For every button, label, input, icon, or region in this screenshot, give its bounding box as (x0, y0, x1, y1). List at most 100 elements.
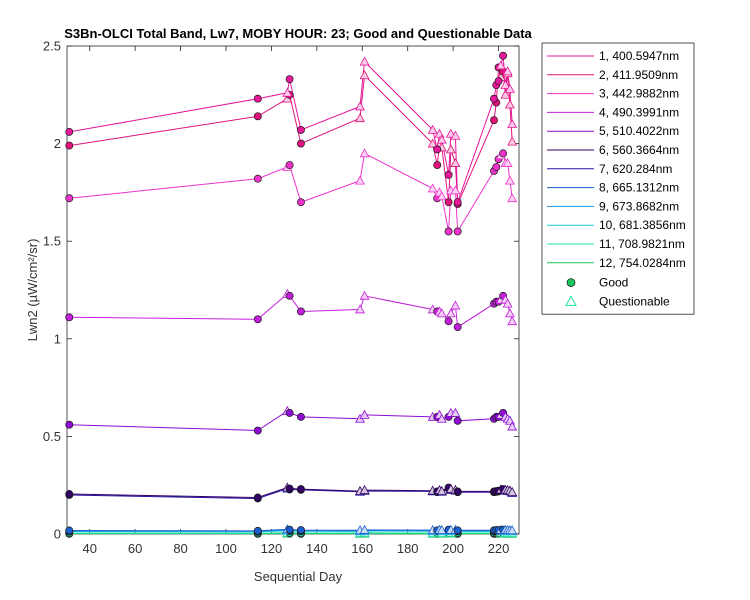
good-point (65, 194, 74, 203)
legend-box (541, 42, 695, 315)
good-point (494, 77, 503, 86)
good-point (253, 112, 262, 121)
legend: 1, 400.5947nm 2, 411.9509nm 3, 442.9882nm 4… (541, 42, 695, 315)
questionable-point (359, 524, 370, 534)
questionable-point (427, 138, 438, 148)
good-point (490, 94, 498, 103)
questionable-point (500, 89, 511, 99)
questionable-point (445, 144, 456, 154)
good-point (285, 525, 294, 534)
legend-marker-label: Good (599, 276, 628, 290)
questionable-point (436, 308, 447, 318)
questionable-point (507, 525, 518, 535)
good-point (253, 426, 262, 435)
x-axis-label: Sequential Day (254, 569, 343, 584)
legend-entry-label: 5, 510.4022nm (599, 124, 679, 138)
good-point (444, 198, 453, 207)
x-tick-label: 140 (306, 541, 328, 556)
questionable-point (359, 56, 370, 66)
plot-area: 40 60 80 100 120 140 160 180 200 220 0 0.5 1 1.5 2 2.5 (43, 39, 520, 556)
questionable-point (507, 316, 518, 326)
legend-entry-label: 12, 754.0284nm (599, 256, 686, 270)
questionable-point (507, 118, 518, 128)
legend-marker-label: Questionable (599, 294, 670, 308)
y-axis-label: Lwn2 (µW/cm²/sr) (25, 239, 40, 342)
questionable-point (500, 79, 511, 89)
x-tick-label: 120 (261, 541, 283, 556)
good-point (65, 420, 74, 429)
questionable-point (436, 485, 447, 495)
x-tick-label: 160 (351, 541, 373, 556)
questionable-point (504, 308, 515, 318)
good-point (444, 170, 453, 179)
questionable-point (495, 60, 506, 70)
legend-entry-label: 3, 442.9882nm (599, 87, 679, 101)
y-tick-label: 2 (54, 136, 61, 151)
questionable-point (427, 124, 438, 134)
good-point (296, 125, 305, 134)
x-tick-label: 80 (173, 541, 187, 556)
y-tick-label: 0 (54, 527, 61, 542)
questionable-point (502, 66, 513, 76)
plot-frame (66, 45, 520, 535)
questionable-point (502, 157, 513, 167)
good-point (296, 412, 305, 421)
good-point (285, 291, 294, 300)
questionable-point (504, 175, 515, 185)
questionable-point (450, 185, 461, 195)
questionable-point (436, 413, 447, 423)
y-tick-label: 2.5 (43, 39, 61, 54)
x-tick-label: 180 (397, 541, 419, 556)
good-point (499, 51, 508, 60)
good-point (65, 141, 74, 150)
good-point (444, 317, 453, 326)
questionable-point (355, 113, 365, 123)
good-point (296, 198, 305, 207)
questionable-point (450, 407, 461, 417)
x-tick-label: 200 (442, 541, 464, 556)
good-point (296, 485, 305, 494)
x-tick-label: 100 (215, 541, 237, 556)
good-point (444, 227, 453, 236)
questionable-point (504, 83, 515, 93)
series-line (69, 55, 513, 203)
good-point (453, 487, 462, 496)
legend-entry-label: 10, 681.3856nm (599, 218, 686, 232)
questionable-point (507, 486, 518, 496)
good-point (433, 161, 442, 170)
good-point (253, 493, 262, 502)
good-point (490, 116, 498, 125)
good-point (453, 416, 462, 425)
questionable-point (507, 193, 518, 203)
questionable-point (507, 136, 518, 146)
questionable-point (502, 298, 513, 308)
good-point (433, 145, 442, 154)
questionable-point (445, 308, 456, 318)
good-point (453, 227, 462, 236)
questionable-point (359, 290, 370, 300)
questionable-point (359, 484, 370, 494)
good-point (65, 526, 74, 535)
chart-title: S3Bn-OLCI Total Band, Lw7, MOBY HOUR: 23… (64, 26, 532, 41)
good-point (453, 198, 462, 207)
questionable-point (436, 134, 447, 144)
questionable-point (359, 409, 370, 419)
legend-entry-label: 2, 411.9509nm (599, 68, 678, 82)
legend-entry-label: 11, 708.9821nm (599, 237, 685, 251)
good-point (253, 526, 262, 535)
x-tick-label: 220 (488, 541, 510, 556)
legend-entry-label: 6, 560.3664nm (599, 143, 679, 157)
good-point (253, 174, 262, 183)
questionable-point (427, 183, 438, 193)
good-point (65, 127, 74, 136)
questionable-point (355, 101, 365, 111)
good-point (296, 139, 305, 148)
questionable-point (359, 70, 370, 80)
legend-entry-label: 9, 673.8682nm (599, 199, 679, 213)
good-point (499, 149, 508, 158)
questionable-point (450, 130, 461, 140)
good-point (453, 526, 462, 535)
good-point (296, 307, 305, 316)
good-point (65, 490, 74, 498)
